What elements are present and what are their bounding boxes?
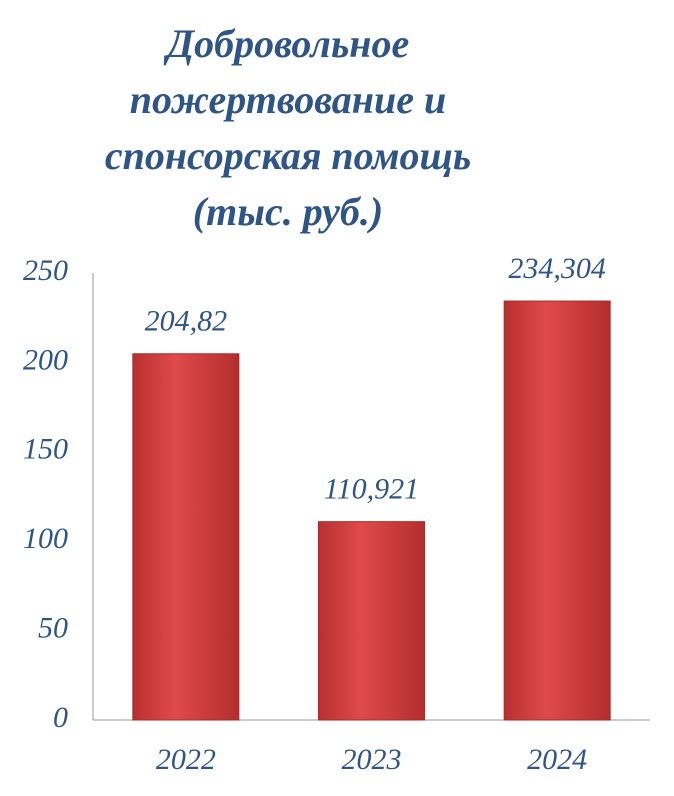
- x-tick-label: 2022: [156, 743, 216, 776]
- chart-title: Добровольное: [163, 21, 409, 66]
- bar: [318, 521, 425, 721]
- y-tick-label: 50: [38, 611, 68, 644]
- value-label: 110,921: [324, 473, 419, 506]
- chart-title: (тыс. руб.): [193, 189, 383, 234]
- value-label: 204,82: [145, 305, 228, 338]
- y-tick-label: 150: [23, 433, 68, 466]
- value-label: 234,304: [508, 252, 606, 285]
- bar: [503, 300, 611, 721]
- y-tick-label: 0: [53, 701, 68, 734]
- chart-title: пожертвование и: [130, 77, 447, 122]
- x-tick-label: 2024: [527, 743, 587, 776]
- x-tick-label: 2023: [342, 743, 402, 776]
- y-tick-label: 250: [23, 254, 68, 287]
- y-tick-label: 200: [23, 343, 68, 376]
- y-tick-label: 100: [23, 522, 68, 555]
- bar: [132, 353, 240, 721]
- chart-title: спонсорская помощь: [105, 133, 471, 178]
